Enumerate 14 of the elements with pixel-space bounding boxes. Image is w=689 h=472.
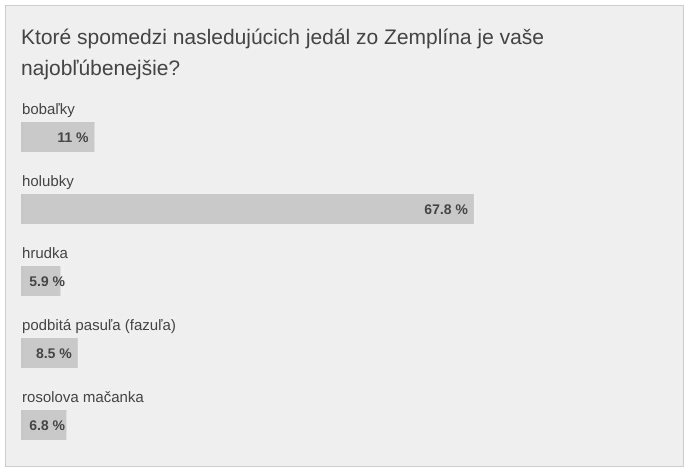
data-label: 6.8 % [29,417,66,433]
y-tick-label: podbitá pasuľa (fazuľa) [22,317,176,334]
y-tick-label: hrudka [22,245,69,262]
y-tick-label: holubky [22,173,74,190]
bar [21,122,94,152]
bar [21,194,474,224]
bar [21,338,78,368]
data-label: 67.8 % [424,201,468,217]
chart-title: Ktoré spomedzi nasledujúcich jedál zo Zemplína je vaše najobľúbenejšie? [21,25,545,82]
data-label: 8.5 % [36,345,72,361]
y-tick-label: bobaľky [22,101,76,118]
data-label: 11 % [57,129,90,145]
y-tick-label: rosolova mačanka [22,389,144,406]
data-label: 5.9 % [29,273,66,289]
